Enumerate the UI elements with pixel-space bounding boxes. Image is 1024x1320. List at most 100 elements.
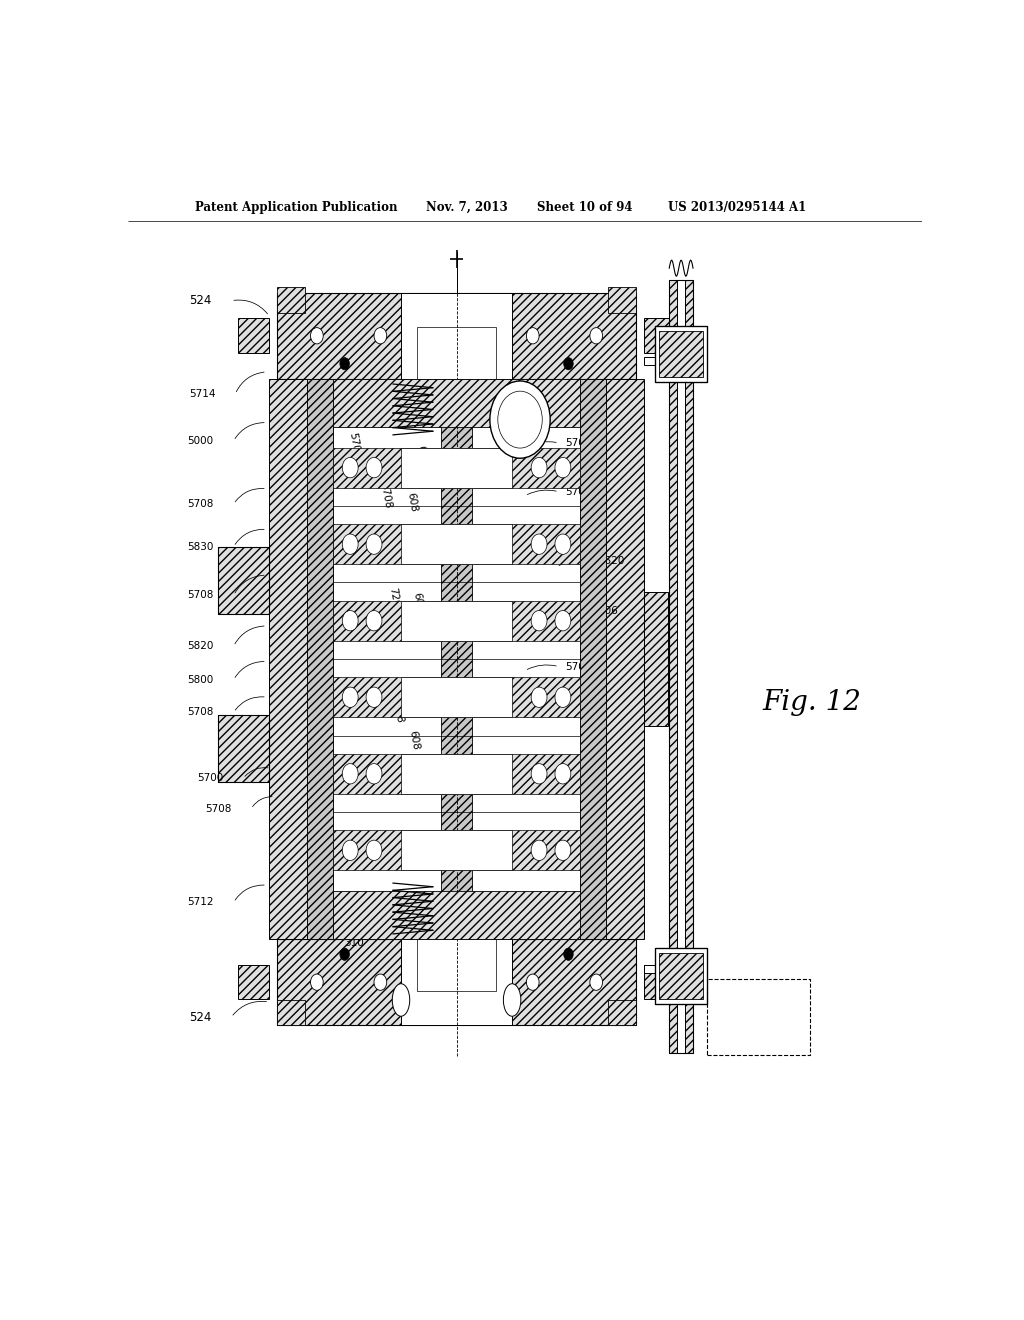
Bar: [333, 524, 581, 564]
Bar: [655, 948, 707, 1005]
Bar: [278, 293, 636, 379]
Circle shape: [555, 458, 570, 478]
Circle shape: [367, 840, 382, 861]
Text: 608: 608: [408, 729, 420, 750]
Circle shape: [526, 327, 539, 345]
Bar: [659, 331, 702, 378]
Text: 524: 524: [189, 294, 211, 308]
Text: 5708: 5708: [390, 533, 406, 561]
Text: 310: 310: [344, 939, 365, 948]
Text: 5830: 5830: [187, 541, 214, 552]
Text: 5712: 5712: [187, 898, 214, 907]
Text: 5700: 5700: [197, 774, 223, 783]
Text: Patent Application Publication: Patent Application Publication: [196, 201, 398, 214]
Circle shape: [555, 764, 570, 784]
Text: 622: 622: [415, 445, 428, 466]
Bar: [670, 280, 677, 1053]
Circle shape: [590, 327, 602, 345]
Text: 5820: 5820: [187, 642, 214, 651]
Bar: [400, 754, 512, 793]
Circle shape: [489, 381, 550, 458]
Bar: [400, 447, 512, 487]
Text: 5708: 5708: [205, 804, 231, 814]
Text: 524: 524: [189, 1011, 211, 1024]
Bar: [655, 326, 707, 381]
Bar: [333, 379, 581, 939]
Bar: [333, 830, 581, 870]
Text: US 2013/0295144 A1: US 2013/0295144 A1: [668, 201, 806, 214]
Text: 5708: 5708: [379, 482, 393, 510]
Circle shape: [498, 391, 543, 447]
Bar: [581, 379, 606, 939]
Bar: [644, 356, 702, 366]
Circle shape: [340, 358, 349, 370]
Bar: [708, 978, 811, 1055]
Bar: [218, 546, 269, 614]
Circle shape: [374, 974, 387, 990]
Circle shape: [310, 974, 324, 990]
Circle shape: [342, 840, 358, 861]
Text: Fig. 12: Fig. 12: [763, 689, 862, 715]
Text: 320: 320: [344, 409, 365, 420]
Text: 5708: 5708: [565, 710, 592, 721]
Text: 5800: 5800: [187, 675, 214, 685]
Text: 5000: 5000: [187, 436, 214, 446]
Text: 610: 610: [423, 620, 436, 642]
Circle shape: [531, 840, 547, 861]
Circle shape: [367, 611, 382, 631]
Text: 5708: 5708: [187, 590, 214, 601]
Text: 5708: 5708: [565, 438, 592, 447]
Bar: [608, 1001, 636, 1026]
Bar: [333, 677, 581, 717]
Ellipse shape: [504, 983, 521, 1016]
Text: 5520: 5520: [599, 556, 625, 566]
Text: 5708: 5708: [187, 499, 214, 510]
Bar: [608, 288, 636, 313]
Circle shape: [555, 611, 570, 631]
Bar: [685, 280, 693, 1053]
Bar: [269, 379, 307, 939]
Text: 618: 618: [355, 694, 369, 715]
Bar: [278, 288, 305, 313]
Bar: [218, 715, 269, 783]
Bar: [401, 939, 512, 1026]
Circle shape: [374, 327, 387, 345]
Text: 600: 600: [411, 593, 424, 612]
Circle shape: [555, 840, 570, 861]
Bar: [333, 379, 581, 426]
Text: Nov. 7, 2013: Nov. 7, 2013: [426, 201, 507, 214]
Text: 608: 608: [406, 491, 419, 512]
Circle shape: [531, 535, 547, 554]
Circle shape: [555, 535, 570, 554]
Bar: [278, 1001, 305, 1026]
Bar: [400, 677, 512, 717]
Text: 608: 608: [391, 702, 404, 723]
Bar: [677, 280, 685, 1053]
Circle shape: [563, 948, 573, 961]
Bar: [655, 948, 707, 1005]
Text: 608: 608: [383, 447, 396, 469]
Bar: [644, 965, 702, 973]
Bar: [307, 379, 333, 939]
Text: 5708: 5708: [565, 661, 592, 672]
Bar: [278, 939, 636, 1026]
Circle shape: [367, 535, 382, 554]
Circle shape: [590, 974, 602, 990]
Circle shape: [531, 688, 547, 708]
Bar: [670, 280, 693, 1053]
Bar: [400, 601, 512, 640]
Bar: [659, 953, 702, 999]
Bar: [655, 326, 707, 381]
Text: 5708: 5708: [347, 432, 361, 459]
Bar: [441, 379, 472, 939]
Circle shape: [367, 764, 382, 784]
Circle shape: [340, 948, 349, 961]
Circle shape: [563, 358, 573, 370]
Bar: [333, 447, 581, 487]
Bar: [333, 754, 581, 793]
Bar: [333, 601, 581, 640]
Circle shape: [531, 611, 547, 631]
Bar: [417, 327, 497, 379]
Circle shape: [526, 974, 539, 990]
Bar: [218, 546, 269, 614]
